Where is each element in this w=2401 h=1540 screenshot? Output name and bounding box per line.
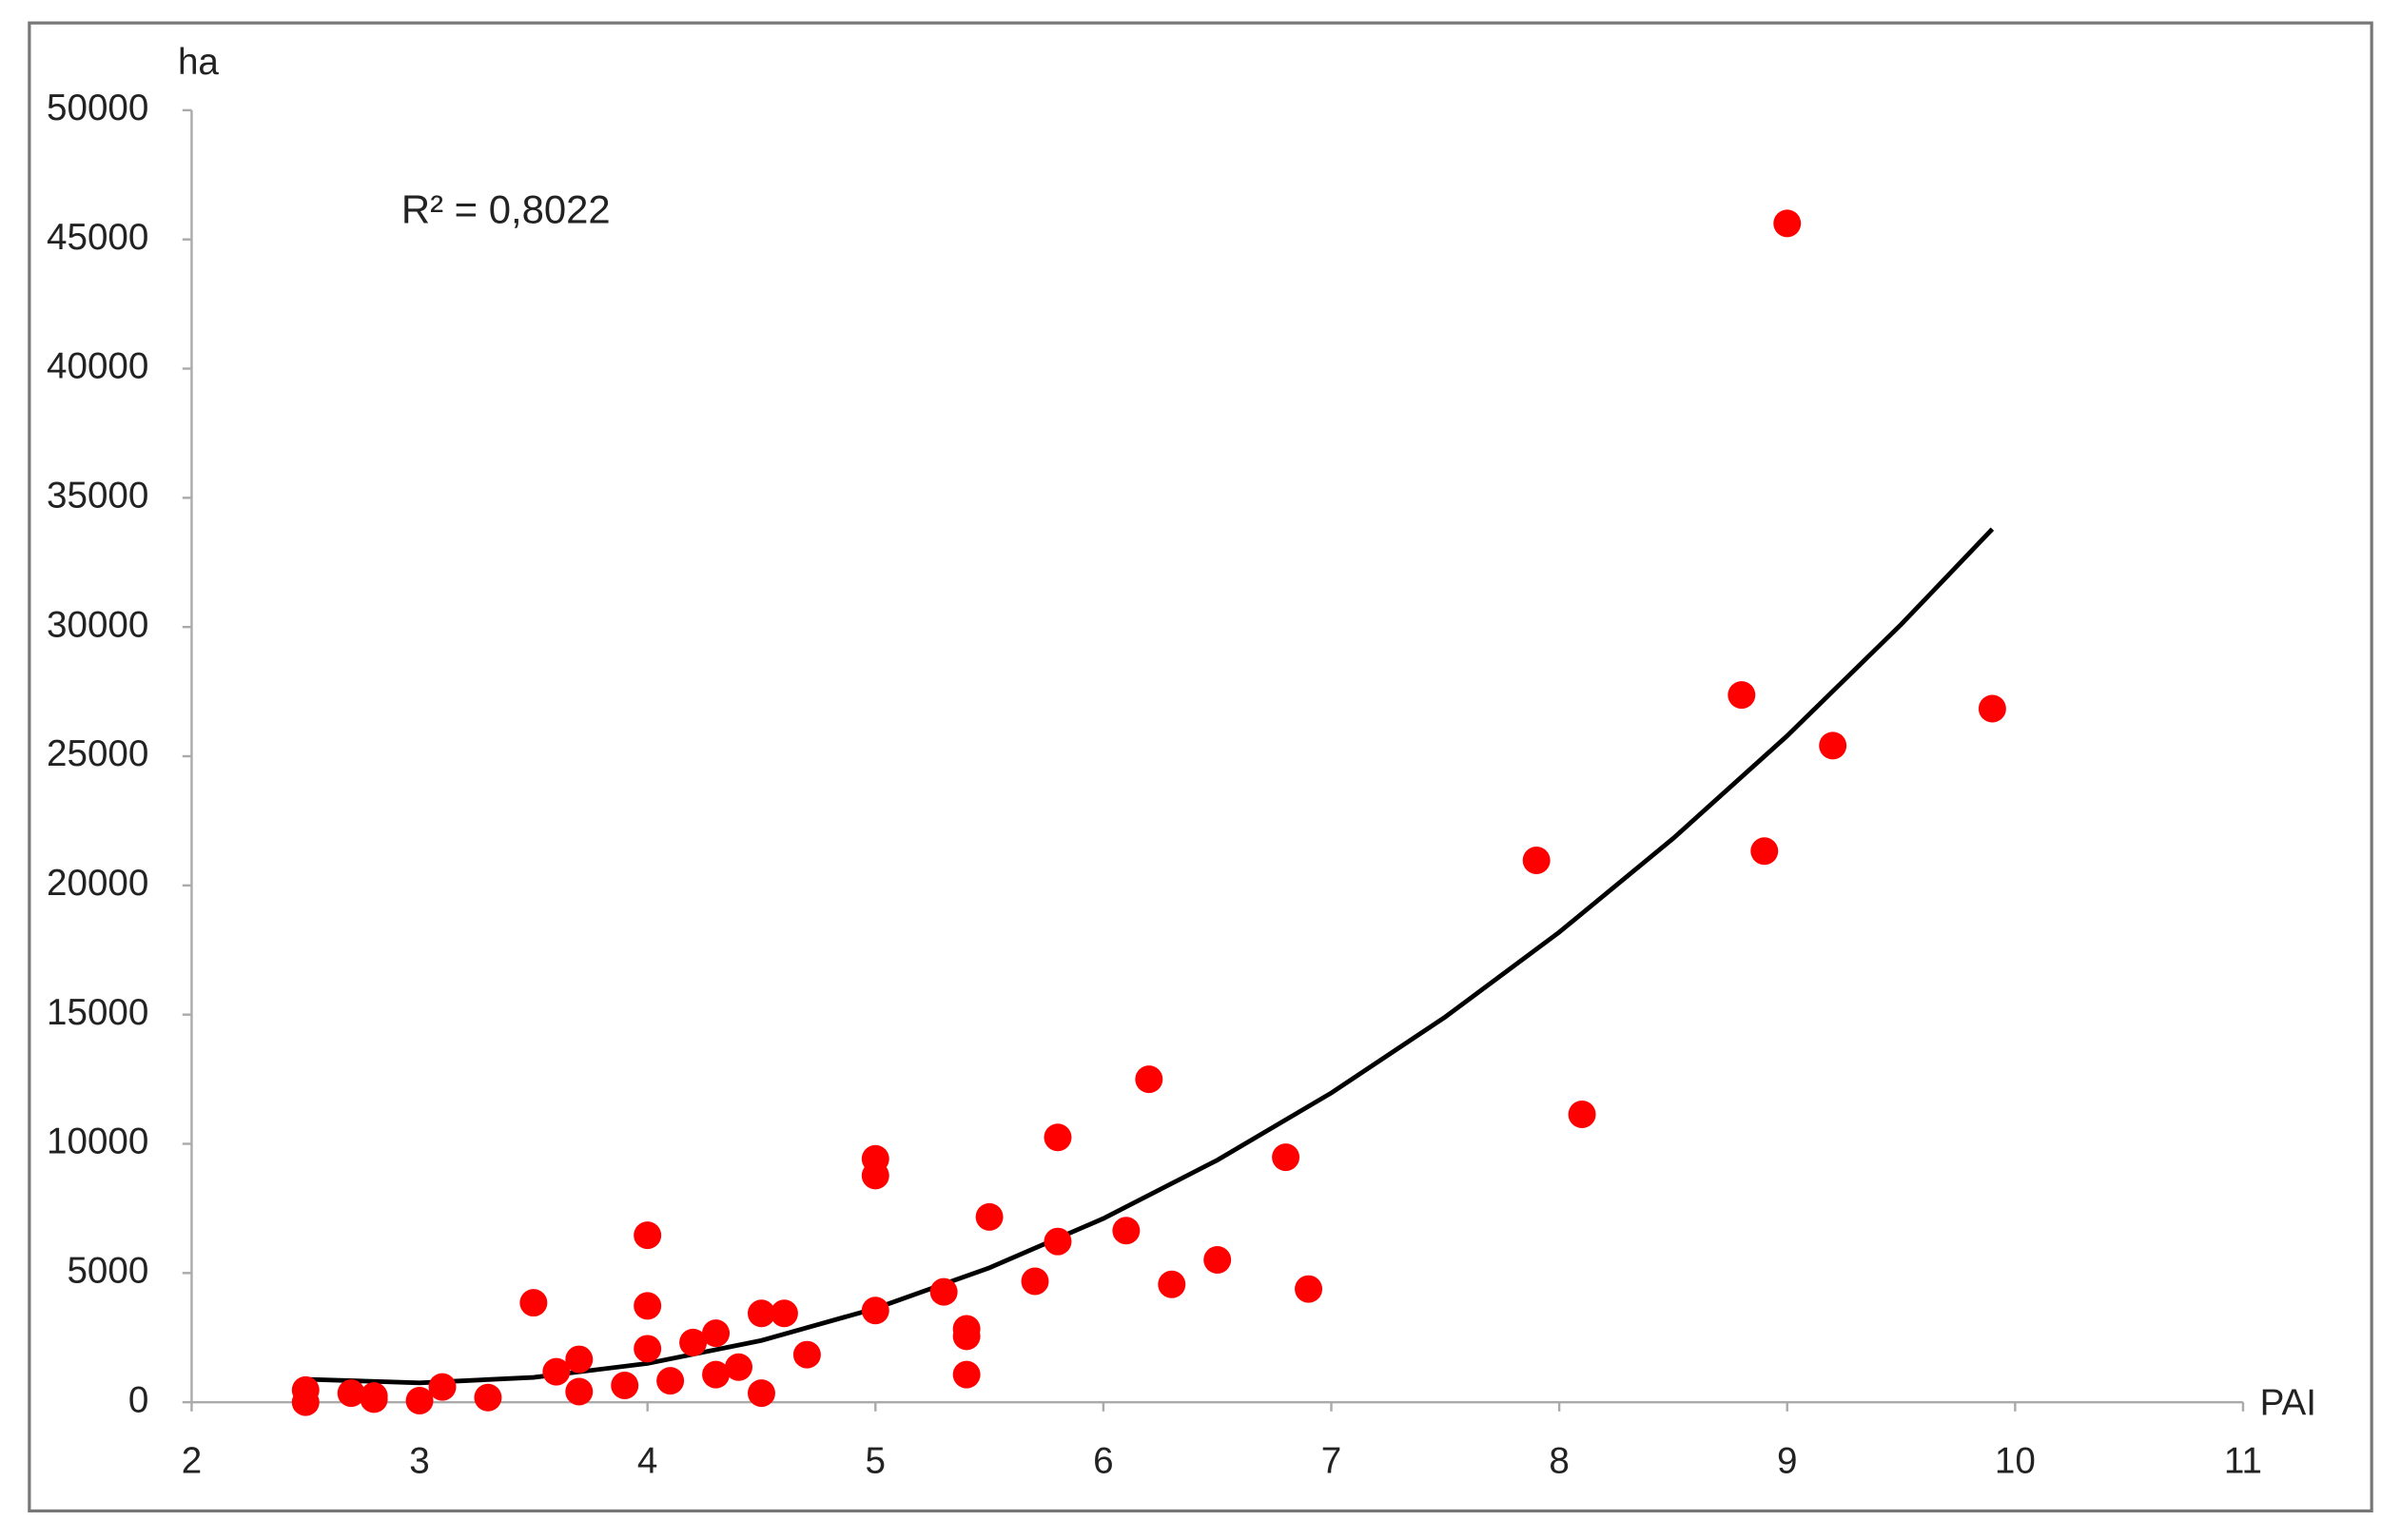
point [770, 1299, 798, 1328]
y-tick-label: 30000 [47, 604, 148, 645]
annotation: R² = 0,8022 [401, 187, 611, 232]
point [405, 1387, 434, 1415]
point [565, 1345, 594, 1374]
point [1272, 1143, 1300, 1172]
point [519, 1289, 548, 1317]
x-tick-label: 11 [2224, 1441, 2262, 1482]
point [792, 1340, 821, 1369]
x-tick-label: 3 [409, 1441, 429, 1482]
point [474, 1383, 502, 1412]
point [1728, 681, 1756, 710]
point [1158, 1270, 1186, 1298]
point [291, 1388, 320, 1416]
point [634, 1335, 662, 1363]
point [360, 1385, 388, 1413]
point [634, 1221, 662, 1250]
point [1021, 1267, 1049, 1296]
point [747, 1379, 775, 1408]
y-tick-label: 0 [128, 1379, 148, 1420]
point [929, 1277, 958, 1306]
point [1773, 209, 1802, 238]
x-axis-label: PAI [2260, 1383, 2316, 1424]
point [975, 1202, 1004, 1231]
y-tick-label: 25000 [47, 733, 148, 774]
point [952, 1322, 981, 1351]
y-tick-label: 20000 [47, 863, 148, 904]
y-tick-label: 50000 [47, 88, 148, 128]
point [725, 1353, 752, 1381]
point [611, 1372, 639, 1399]
y-tick-label: 15000 [47, 992, 148, 1033]
y-tick-label: 40000 [47, 346, 148, 387]
x-tick-label: 2 [182, 1441, 202, 1482]
point [1568, 1101, 1596, 1129]
point [428, 1373, 457, 1401]
point [861, 1296, 889, 1325]
x-tick-label: 7 [1321, 1441, 1341, 1482]
y-tick-label: 45000 [47, 217, 148, 258]
point [1819, 731, 1847, 760]
point [952, 1360, 981, 1389]
trendline [305, 527, 1995, 1386]
point [679, 1328, 708, 1356]
x-tick-label: 6 [1093, 1441, 1113, 1482]
x-tick-label: 8 [1549, 1441, 1569, 1482]
point [1522, 847, 1551, 874]
point [1044, 1227, 1072, 1256]
point [702, 1360, 731, 1389]
point [634, 1292, 662, 1320]
x-tick-label: 5 [866, 1441, 886, 1482]
y-tick-label: 35000 [47, 476, 148, 517]
point [542, 1357, 571, 1386]
y-tick-label: 10000 [47, 1121, 148, 1162]
x-tick-label: 4 [637, 1441, 657, 1482]
point [747, 1299, 775, 1328]
y-tick-label: 5000 [67, 1251, 148, 1292]
frame [28, 21, 2373, 1513]
x-tick-label: 10 [1995, 1441, 2036, 1482]
point [565, 1377, 594, 1406]
x-tick-label: 9 [1777, 1441, 1797, 1482]
point [861, 1161, 889, 1190]
point [1135, 1065, 1163, 1094]
point [1044, 1123, 1072, 1152]
point [1978, 694, 2006, 723]
point [1203, 1245, 1232, 1274]
point [702, 1319, 731, 1348]
y-axis-label: ha [178, 42, 219, 83]
point [656, 1367, 685, 1395]
point [337, 1379, 365, 1408]
point [1112, 1217, 1141, 1245]
point [1295, 1275, 1323, 1303]
point [1750, 837, 1779, 866]
